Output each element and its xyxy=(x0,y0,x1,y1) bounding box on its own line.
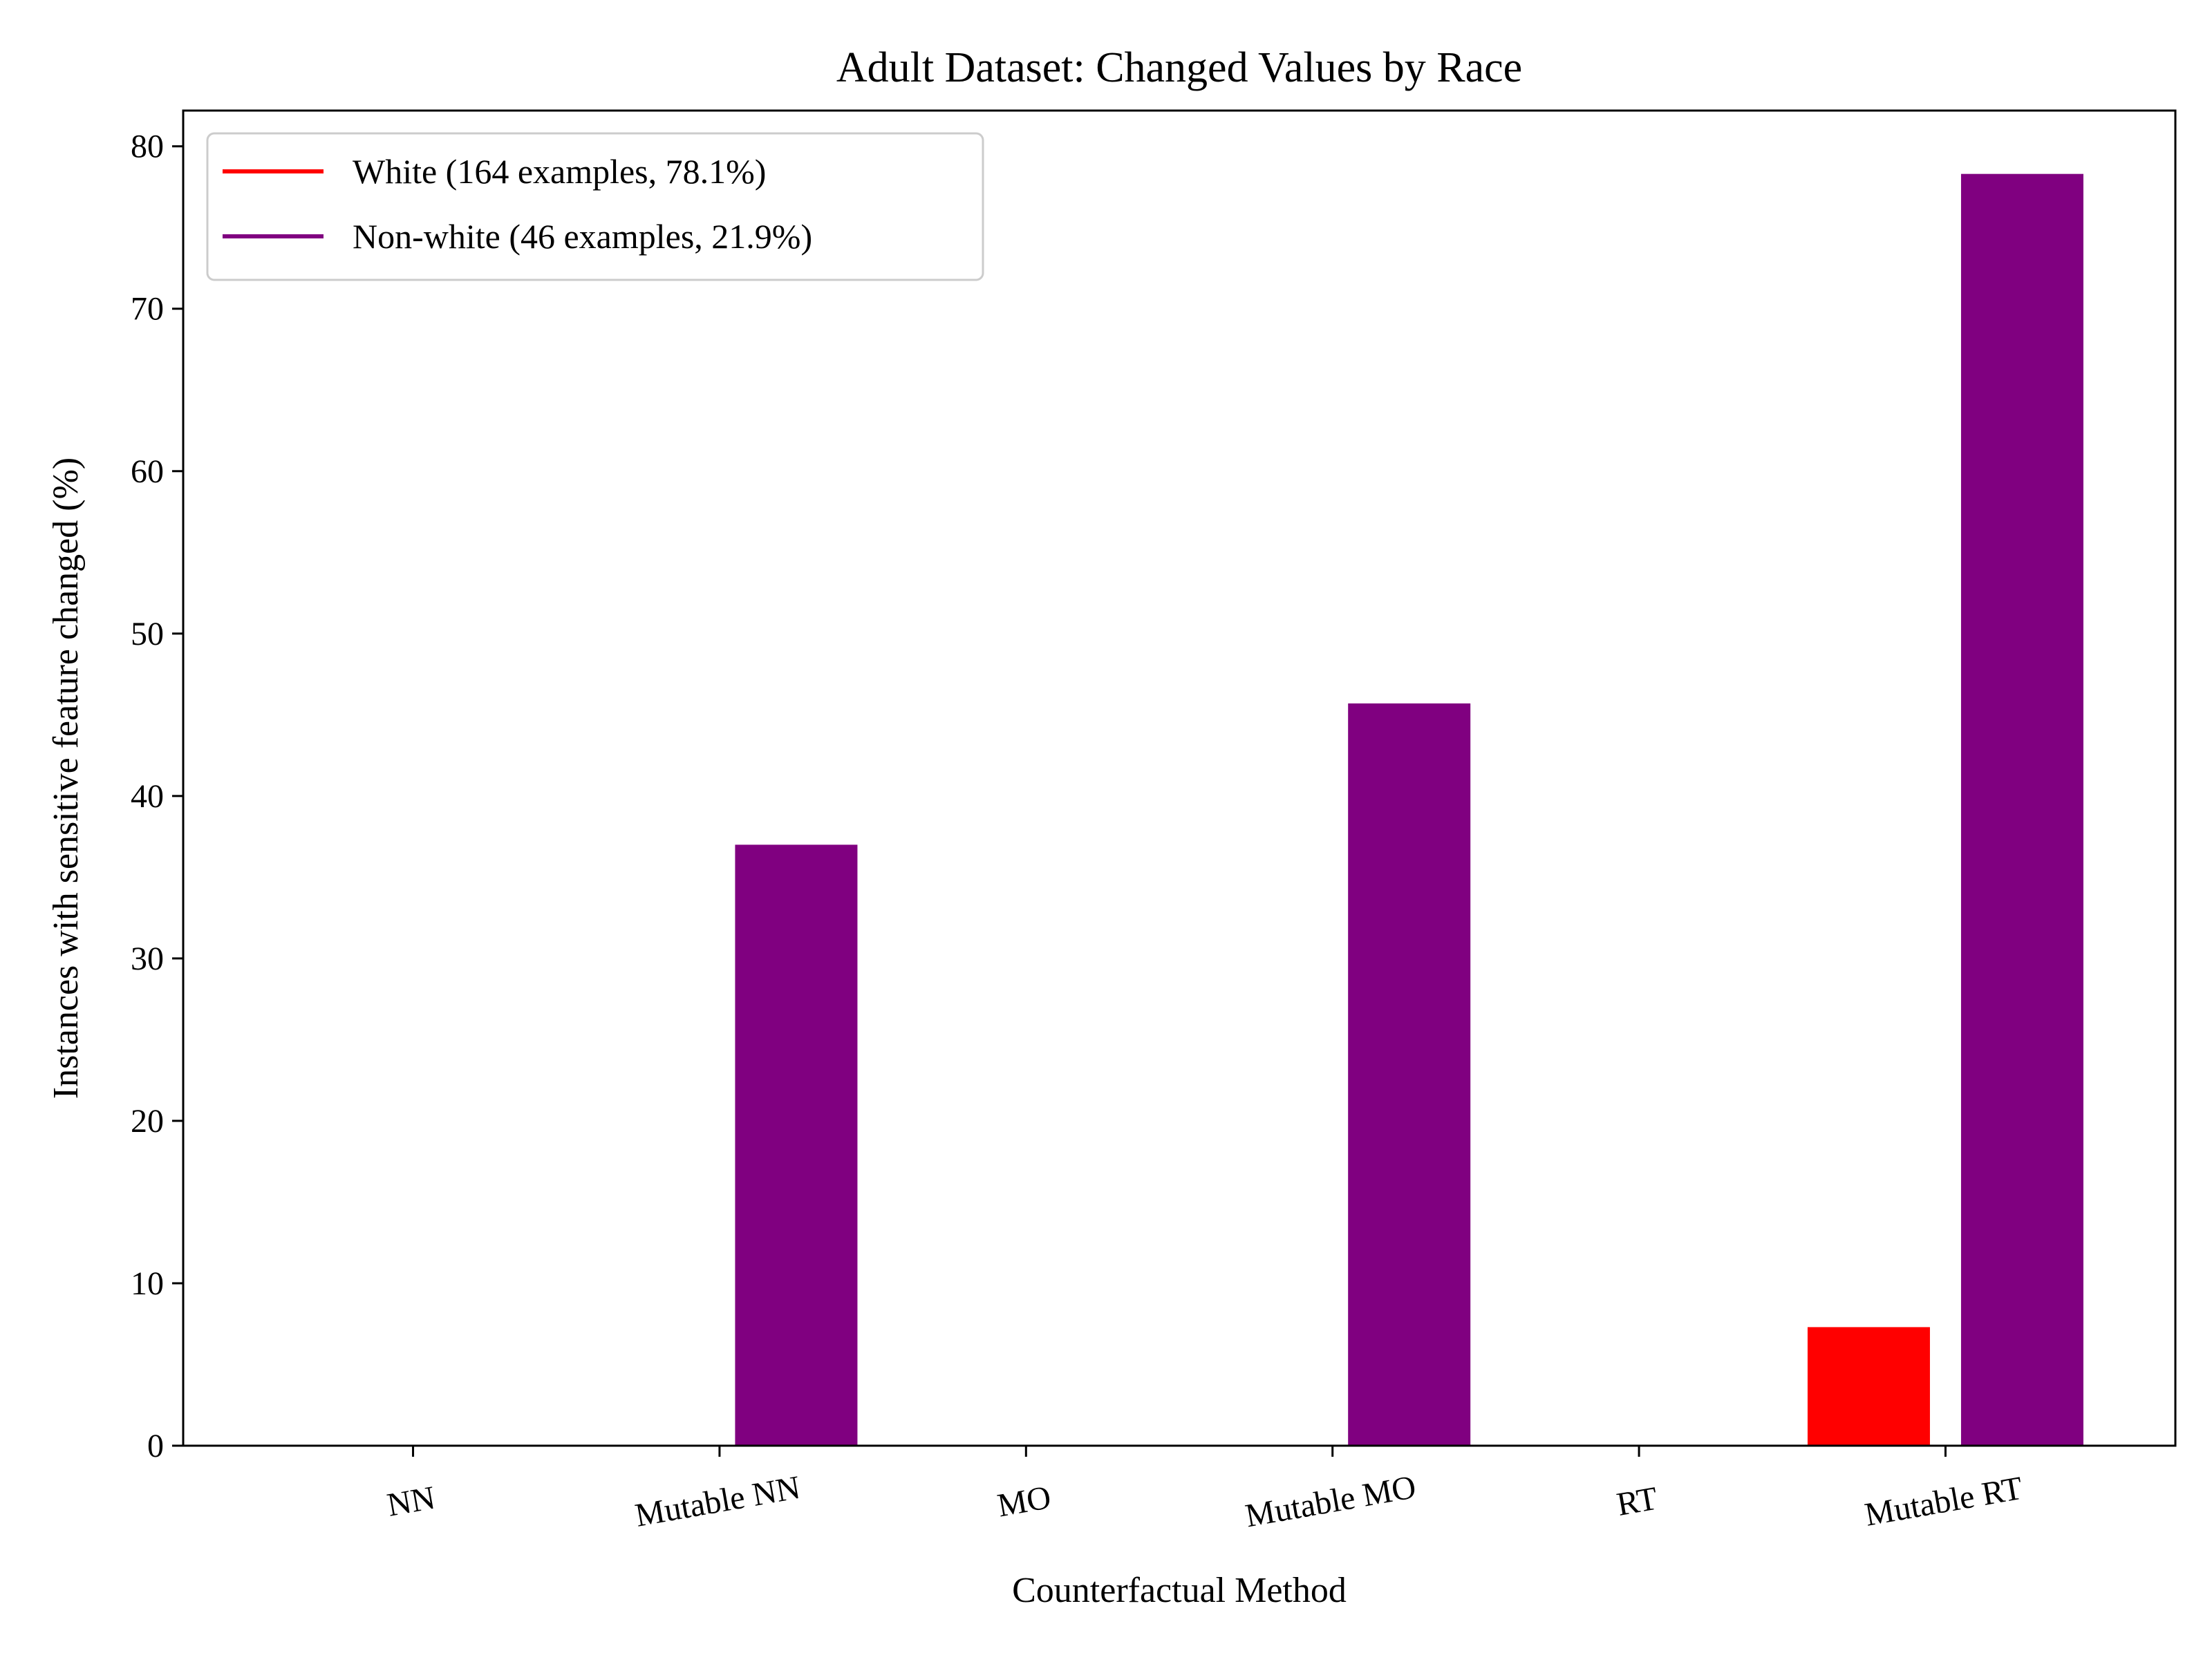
bar-non-white-3 xyxy=(1348,703,1471,1446)
y-tick-label: 40 xyxy=(131,778,164,815)
legend: White (164 examples, 78.1%) Non-white (4… xyxy=(206,132,984,281)
x-tick-label: Mutable NN xyxy=(632,1469,803,1534)
y-tick-label: 20 xyxy=(131,1103,164,1140)
x-axis: NN Mutable NN MO Mutable MO RT Mutable RT xyxy=(384,1446,2025,1534)
y-tick-label: 30 xyxy=(131,941,164,977)
y-tick-label: 0 xyxy=(147,1428,164,1464)
y-tick-label: 60 xyxy=(131,453,164,490)
legend-label-non-white: Non-white (46 examples, 21.9%) xyxy=(353,217,812,256)
y-tick-label: 10 xyxy=(131,1265,164,1302)
legend-box xyxy=(206,132,984,281)
x-tick-label: Mutable RT xyxy=(1862,1470,2025,1533)
y-tick-label: 70 xyxy=(131,291,164,328)
y-axis: 0 10 20 30 40 50 60 70 80 xyxy=(131,129,183,1464)
bars-layer xyxy=(735,173,2083,1446)
y-tick-label: 50 xyxy=(131,616,164,652)
y-axis-label: Instances with sensitive feature changed… xyxy=(46,457,86,1099)
bar-non-white-1 xyxy=(735,844,858,1446)
x-tick-label: RT xyxy=(1614,1480,1660,1523)
bar-white-5 xyxy=(1807,1327,1930,1446)
chart-title: Adult Dataset: Changed Values by Race xyxy=(836,44,1522,91)
x-axis-label: Counterfactual Method xyxy=(1012,1571,1347,1610)
x-tick-label: NN xyxy=(384,1480,438,1524)
plot-area-frame xyxy=(182,109,2177,1447)
legend-label-white: White (164 examples, 78.1%) xyxy=(353,152,766,191)
x-tick-label: MO xyxy=(995,1479,1053,1524)
bar-non-white-5 xyxy=(1960,173,2083,1446)
x-tick-label: Mutable MO xyxy=(1243,1469,1419,1534)
y-tick-label: 80 xyxy=(131,129,164,165)
